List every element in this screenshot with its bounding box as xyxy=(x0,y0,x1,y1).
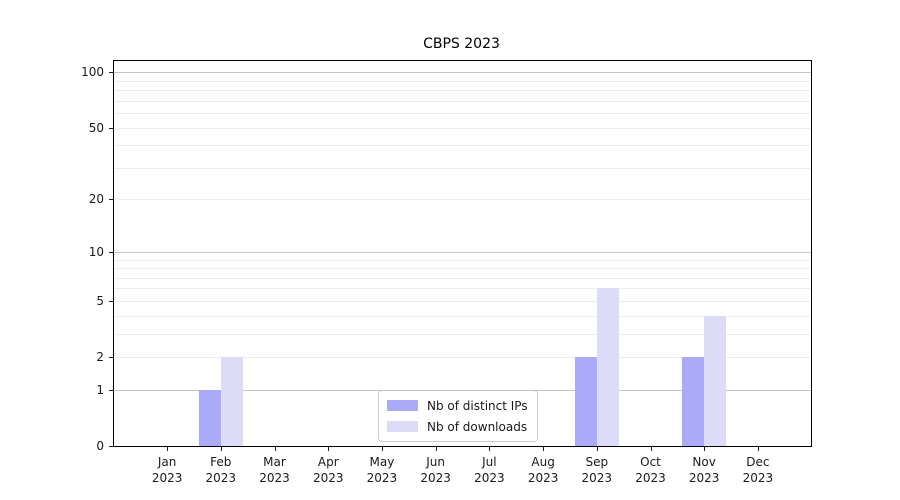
minor-gridline xyxy=(114,357,811,358)
y-axis-tick-label: 20 xyxy=(88,192,104,207)
x-axis-tick xyxy=(328,446,330,451)
y-axis-tick xyxy=(109,251,114,253)
y-axis-tick-label: 0 xyxy=(96,439,104,453)
major-gridline xyxy=(114,389,811,391)
x-axis-tick xyxy=(167,446,169,451)
month-label: Apr xyxy=(317,455,339,469)
major-gridline xyxy=(114,72,811,74)
minor-gridline xyxy=(114,199,811,201)
y-axis-tick-label: 1 xyxy=(96,382,104,397)
legend-entry: Nb of distinct IPs xyxy=(387,396,528,415)
minor-gridline xyxy=(114,315,811,317)
x-axis-tick-label: Jun 2023 xyxy=(404,454,468,486)
minor-gridline xyxy=(114,113,811,115)
y-axis-tick xyxy=(109,446,114,447)
month-label: Aug xyxy=(531,455,555,469)
month-label: Mar xyxy=(263,455,286,469)
y-axis-tick-label: 100 xyxy=(81,65,104,80)
bar-downloads xyxy=(596,288,619,446)
legend-swatch xyxy=(387,400,418,411)
x-axis-tick-label: Jul 2023 xyxy=(457,454,521,486)
x-axis-tick xyxy=(704,446,706,451)
bar-distinct-ips xyxy=(682,357,705,446)
year-label: 2023 xyxy=(688,471,720,485)
year-label: 2023 xyxy=(581,471,613,485)
bar-downloads xyxy=(220,357,243,446)
minor-gridline xyxy=(114,333,811,335)
y-axis-tick xyxy=(109,300,114,302)
chart-title: CBPS 2023 xyxy=(423,36,500,52)
x-axis-tick xyxy=(543,446,545,451)
x-axis-tick-label: Mar 2023 xyxy=(243,454,307,486)
y-axis-tick-label: 10 xyxy=(88,244,104,259)
year-label: 2023 xyxy=(205,471,237,485)
x-axis-tick xyxy=(596,446,598,451)
minor-gridline xyxy=(114,167,811,169)
legend-entry: Nb of downloads xyxy=(387,417,528,436)
x-axis-tick xyxy=(650,446,652,451)
x-axis-tick-label: Jan 2023 xyxy=(135,454,199,486)
year-label: 2023 xyxy=(527,471,559,485)
x-axis-tick xyxy=(435,446,437,451)
month-label: Oct xyxy=(640,455,661,469)
month-label: Jun xyxy=(426,455,445,469)
year-label: 2023 xyxy=(151,471,183,485)
legend: Nb of distinct IPs Nb of downloads xyxy=(378,390,538,442)
month-label: Jan xyxy=(157,455,177,469)
year-label: 2023 xyxy=(259,471,290,485)
legend-swatch xyxy=(387,421,418,432)
x-axis-tick xyxy=(220,446,222,451)
plot-area: Nb of distinct IPs Nb of downloads 0 1 2 5 10… xyxy=(81,60,812,485)
minor-gridline xyxy=(114,90,811,92)
minor-gridline xyxy=(114,127,811,129)
y-axis-tick xyxy=(109,357,114,358)
minor-gridline xyxy=(114,277,811,279)
minor-gridline xyxy=(114,268,811,269)
year-label: 2023 xyxy=(742,471,774,485)
y-axis-tick-label: 2 xyxy=(96,350,104,364)
x-axis-tick xyxy=(757,446,759,451)
x-axis-tick-label: Nov 2023 xyxy=(672,454,736,486)
year-label: 2023 xyxy=(313,471,344,485)
minor-gridline xyxy=(114,259,811,261)
x-axis-tick-label: Sep 2023 xyxy=(565,454,629,486)
x-axis-tick-label: Aug 2023 xyxy=(511,454,575,486)
y-axis-tick xyxy=(109,72,114,74)
month-label: Dec xyxy=(746,455,770,469)
bar-distinct-ips xyxy=(574,357,597,446)
legend-label: Nb of downloads xyxy=(427,419,528,434)
y-axis-tick-label: 5 xyxy=(96,293,104,308)
x-axis-tick-label: Apr 2023 xyxy=(296,454,360,486)
y-axis-tick-label: 50 xyxy=(88,120,104,135)
bar-distinct-ips xyxy=(198,389,221,446)
year-label: 2023 xyxy=(635,471,666,485)
month-label: Jul xyxy=(482,455,497,469)
major-gridline xyxy=(114,251,811,253)
minor-gridline xyxy=(114,100,811,102)
minor-gridline xyxy=(114,288,811,290)
x-axis-tick xyxy=(489,446,491,451)
x-axis-tick xyxy=(274,446,276,451)
month-label: Feb xyxy=(210,455,232,469)
x-axis-tick-label: Dec 2023 xyxy=(726,454,790,486)
x-axis-tick-label: May 2023 xyxy=(350,454,414,486)
x-axis-tick-label: Feb 2023 xyxy=(189,454,253,486)
year-label: 2023 xyxy=(420,471,451,485)
y-axis-tick xyxy=(109,389,114,391)
y-axis-tick xyxy=(109,127,114,129)
minor-gridline xyxy=(114,300,811,302)
year-label: 2023 xyxy=(366,471,398,485)
x-axis-tick-label: Oct 2023 xyxy=(619,454,683,486)
y-axis-tick xyxy=(109,199,114,201)
month-label: Sep xyxy=(585,455,609,469)
month-label: Nov xyxy=(692,455,716,469)
year-label: 2023 xyxy=(474,471,505,485)
minor-gridline xyxy=(114,145,811,147)
x-axis-tick xyxy=(381,446,383,451)
minor-gridline xyxy=(114,80,811,82)
bar-downloads xyxy=(704,315,727,446)
legend-label: Nb of distinct IPs xyxy=(427,398,528,413)
month-label: May xyxy=(369,455,395,469)
